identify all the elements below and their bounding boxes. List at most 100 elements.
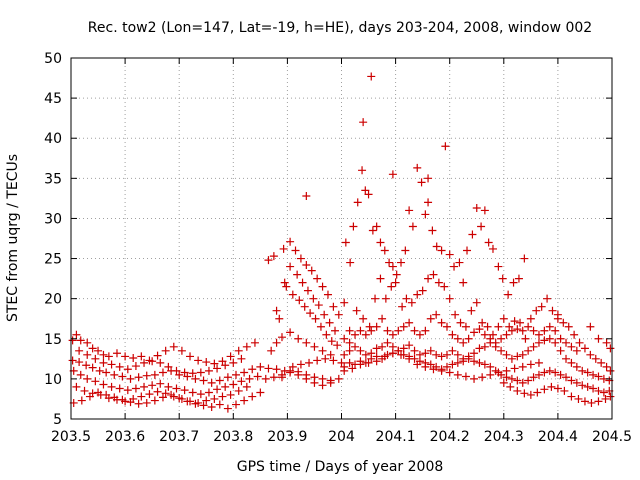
data-point — [432, 242, 441, 251]
data-point — [378, 314, 387, 323]
data-point — [526, 314, 535, 323]
data-point — [470, 349, 479, 358]
data-point — [331, 326, 340, 335]
data-point — [169, 342, 178, 351]
data-point — [497, 334, 506, 343]
data-point — [437, 246, 446, 255]
data-point — [606, 392, 615, 401]
data-point — [477, 222, 486, 231]
data-point — [322, 330, 331, 339]
data-point — [367, 72, 376, 81]
data-point — [532, 306, 541, 315]
data-point — [88, 389, 97, 398]
data-point — [269, 373, 278, 382]
data-point — [204, 366, 213, 375]
data-point — [88, 344, 97, 353]
data-point — [318, 282, 327, 291]
data-point — [445, 250, 454, 259]
y-tick-label: 15 — [44, 332, 62, 348]
data-point — [272, 365, 281, 374]
data-point — [388, 262, 397, 271]
data-point — [150, 396, 159, 405]
data-point — [408, 222, 417, 231]
y-tick-label: 30 — [44, 211, 62, 227]
data-point — [142, 371, 151, 380]
data-point — [234, 346, 243, 355]
data-point — [307, 266, 316, 275]
data-point — [341, 238, 350, 247]
data-point — [594, 372, 603, 381]
data-point — [381, 294, 390, 303]
data-point — [413, 360, 422, 369]
data-point — [286, 328, 295, 337]
data-point — [499, 314, 508, 323]
data-point — [199, 401, 208, 410]
data-point — [99, 380, 108, 389]
data-point — [72, 330, 81, 339]
data-point — [387, 282, 396, 291]
x-tick-label: 203.6 — [105, 429, 145, 445]
data-point — [223, 373, 232, 382]
data-point — [551, 326, 560, 335]
data-point — [367, 326, 376, 335]
data-point — [437, 352, 446, 361]
x-tick-labels: 203.5 203.6 203.7 203.8 203.9 204 204.1 204.2 20… — [51, 429, 632, 445]
data-point — [286, 237, 295, 246]
data-point — [402, 294, 411, 303]
data-point — [516, 318, 525, 327]
data-point — [543, 294, 552, 303]
data-point — [256, 362, 265, 371]
data-point — [202, 396, 211, 405]
data-point — [68, 356, 77, 365]
data-point — [365, 322, 374, 331]
data-point — [520, 389, 529, 398]
data-point — [587, 398, 596, 407]
data-point — [313, 274, 322, 283]
data-point — [218, 357, 227, 366]
data-point — [183, 372, 192, 381]
data-point — [502, 366, 511, 375]
data-point — [242, 342, 251, 351]
data-point — [76, 336, 85, 345]
data-point — [275, 314, 284, 323]
data-point — [91, 377, 100, 386]
data-point — [548, 306, 557, 315]
data-point — [606, 344, 615, 353]
data-point — [589, 384, 598, 393]
data-point — [277, 373, 286, 382]
data-point — [115, 384, 124, 393]
data-point — [356, 346, 365, 355]
data-point — [405, 318, 414, 327]
data-point — [599, 388, 608, 397]
data-point — [507, 374, 516, 383]
data-point — [567, 342, 576, 351]
data-point — [329, 356, 338, 365]
data-point — [494, 262, 503, 271]
data-point — [597, 358, 606, 367]
data-point — [453, 350, 462, 359]
data-point — [153, 387, 162, 396]
data-point — [218, 392, 227, 401]
data-point — [334, 310, 343, 319]
data-point — [296, 360, 305, 369]
data-point — [589, 370, 598, 379]
gridlines — [71, 58, 612, 419]
data-point — [175, 370, 184, 379]
data-point — [529, 373, 538, 382]
data-point — [559, 318, 568, 327]
data-point — [580, 344, 589, 353]
data-point — [453, 370, 462, 379]
data-point — [264, 256, 273, 265]
data-point — [140, 382, 149, 391]
data-point — [75, 346, 84, 355]
data-point — [199, 376, 208, 385]
data-point — [391, 278, 400, 287]
data-point — [279, 244, 288, 253]
data-point — [488, 244, 497, 253]
data-point — [418, 286, 427, 295]
data-point — [459, 338, 468, 347]
data-point — [478, 373, 487, 382]
data-point — [169, 392, 178, 401]
data-point — [453, 334, 462, 343]
data-point — [186, 352, 195, 361]
